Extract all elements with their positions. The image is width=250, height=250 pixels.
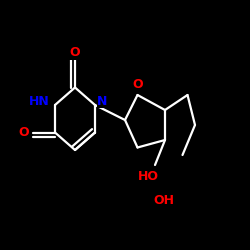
Text: O: O bbox=[132, 80, 143, 93]
Text: O: O bbox=[70, 46, 80, 59]
Text: OH: OH bbox=[153, 194, 174, 206]
Text: O: O bbox=[18, 126, 29, 139]
Text: HO: HO bbox=[138, 170, 159, 183]
Text: O: O bbox=[132, 78, 143, 90]
Text: N: N bbox=[97, 95, 108, 108]
Text: HN: HN bbox=[28, 95, 49, 108]
